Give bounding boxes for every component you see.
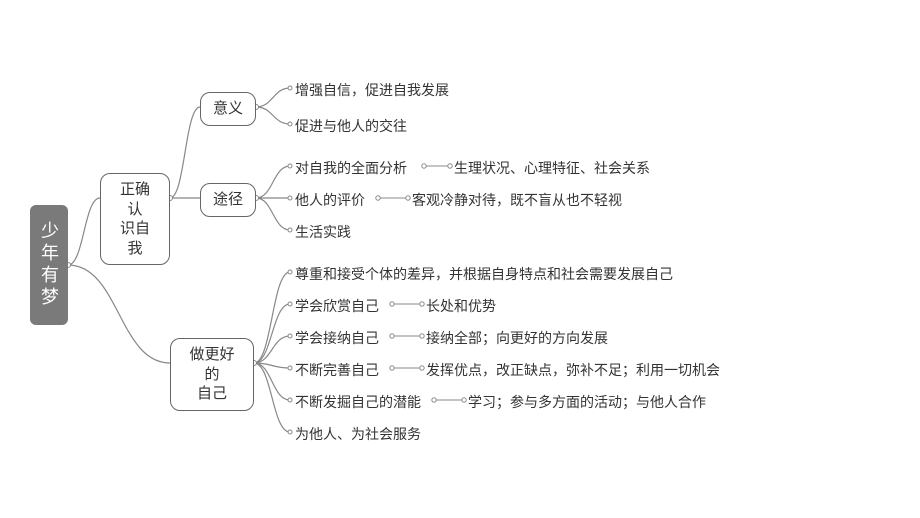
leaf-c4: 不断完善自己 [295, 360, 379, 380]
leaf-c5: 不断发掘自己的潜能 [295, 392, 421, 412]
leaf-c2s: 长处和优势 [426, 296, 496, 316]
leaf-c1: 尊重和接受个体的差异，并根据自身特点和社会需要发展自己 [295, 264, 673, 284]
leaf-c3s: 接纳全部；向更好的方向发展 [426, 328, 608, 348]
leaf-b2s: 客观冷静对待，既不盲从也不轻视 [412, 190, 622, 210]
leaf-b3: 生活实践 [295, 222, 351, 242]
node-l2b: 途径 [200, 183, 256, 217]
leaf-a2: 促进与他人的交往 [295, 116, 407, 136]
leaf-b1: 对自我的全面分析 [295, 158, 407, 178]
root-node: 少年有梦 [30, 205, 68, 325]
leaf-c5s: 学习；参与多方面的活动；与他人合作 [468, 392, 706, 412]
leaf-a1: 增强自信，促进自我发展 [295, 80, 449, 100]
leaf-c3: 学会接纳自己 [295, 328, 379, 348]
leaf-c6: 为他人、为社会服务 [295, 424, 421, 444]
leaf-c2: 学会欣赏自己 [295, 296, 379, 316]
node-l1b: 做更好的自己 [170, 338, 254, 411]
node-l2a: 意义 [200, 92, 256, 126]
leaf-c4s: 发挥优点，改正缺点，弥补不足；利用一切机会 [426, 360, 720, 380]
leaf-b2: 他人的评价 [295, 190, 365, 210]
node-l1a: 正确认识自我 [100, 173, 170, 265]
leaf-b1s: 生理状况、心理特征、社会关系 [454, 158, 650, 178]
